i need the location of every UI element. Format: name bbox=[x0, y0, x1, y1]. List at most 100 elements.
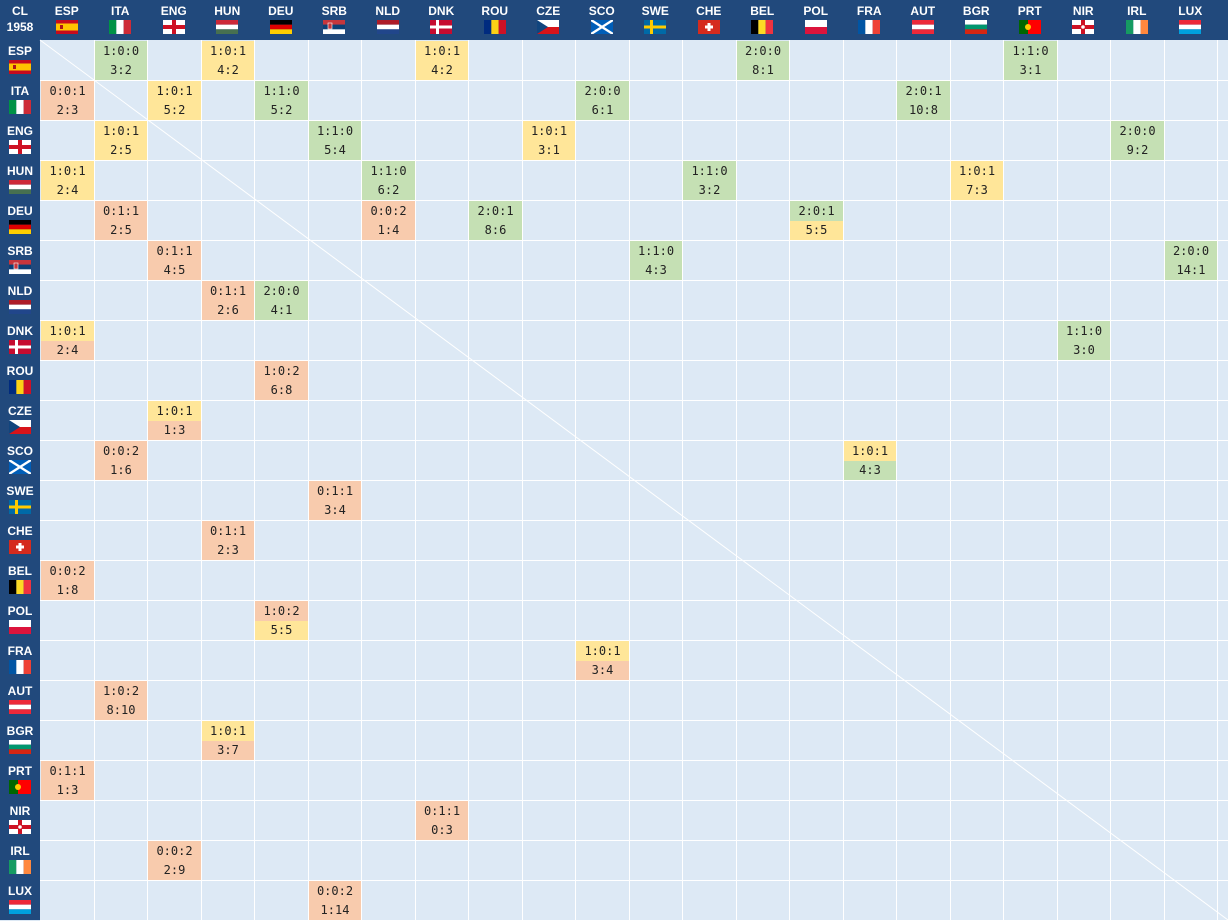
gridline-horizontal bbox=[40, 80, 1228, 81]
goal-aggregate: 2:4 bbox=[41, 341, 94, 360]
column-team-code: NIR bbox=[1072, 4, 1094, 18]
result-cell-srb-vs-lux: 2:0:0 14:1 bbox=[1165, 241, 1217, 280]
sweden-flag-icon bbox=[9, 500, 31, 514]
poland-flag-icon bbox=[804, 20, 827, 34]
head-to-head-record: 0:0:1 bbox=[41, 81, 94, 101]
head-to-head-record: 0:1:1 bbox=[95, 201, 147, 221]
gridline-vertical bbox=[843, 40, 844, 920]
row-header-dnk: DNK bbox=[0, 320, 40, 360]
gridline-horizontal bbox=[40, 360, 1228, 361]
goal-aggregate: 10:8 bbox=[897, 101, 950, 120]
ireland-flag-icon bbox=[9, 860, 31, 874]
column-header-fra: FRA bbox=[842, 0, 896, 40]
head-to-head-record: 0:0:2 bbox=[41, 561, 94, 581]
result-cell-deu-vs-rou: 2:0:1 8:6 bbox=[469, 201, 522, 240]
row-team-code: SRB bbox=[7, 244, 33, 258]
gridline-horizontal bbox=[40, 320, 1228, 321]
gridline-vertical bbox=[1164, 40, 1165, 920]
row-header-deu: DEU bbox=[0, 200, 40, 240]
row-team-code: CHE bbox=[7, 524, 33, 538]
row-team-code: ITA bbox=[10, 84, 30, 98]
row-team-code: CZE bbox=[8, 404, 32, 418]
result-cell-aut-vs-ita: 1:0:2 8:10 bbox=[95, 681, 147, 720]
column-team-code: ROU bbox=[481, 4, 509, 18]
england-flag-icon bbox=[9, 140, 31, 154]
goal-aggregate: 5:5 bbox=[790, 221, 843, 240]
result-cell-nld-vs-deu: 2:0:0 4:1 bbox=[255, 281, 308, 320]
gridline-horizontal bbox=[40, 800, 1228, 801]
gridline-horizontal bbox=[40, 760, 1228, 761]
row-header-che: CHE bbox=[0, 520, 40, 560]
row-team-code: LUX bbox=[8, 884, 32, 898]
result-cell-esp-vs-prt: 1:1:0 3:1 bbox=[1004, 41, 1057, 80]
gridline-horizontal bbox=[40, 560, 1228, 561]
column-team-code: SCO bbox=[588, 4, 615, 18]
head-to-head-record: 2:0:0 bbox=[576, 81, 629, 101]
column-header-irl: IRL bbox=[1110, 0, 1164, 40]
column-header-sco: SCO bbox=[575, 0, 629, 40]
gridline-horizontal bbox=[40, 160, 1228, 161]
result-cell-ita-vs-aut: 2:0:1 10:8 bbox=[897, 81, 950, 120]
head-to-head-record: 0:0:2 bbox=[95, 441, 147, 461]
result-cell-nir-vs-dnk: 0:1:1 0:3 bbox=[416, 801, 468, 840]
goal-aggregate: 3:2 bbox=[683, 181, 736, 200]
head-to-head-record: 1:1:0 bbox=[630, 241, 682, 261]
austria-flag-icon bbox=[911, 20, 934, 34]
column-team-code: CHE bbox=[696, 4, 722, 18]
column-team-code: POL bbox=[803, 4, 829, 18]
head-to-head-record: 0:1:1 bbox=[202, 281, 254, 301]
scotland-flag-icon bbox=[590, 18, 614, 36]
goal-aggregate: 4:2 bbox=[202, 61, 254, 80]
row-team-code: NLD bbox=[7, 284, 33, 298]
gridline-horizontal bbox=[40, 840, 1228, 841]
romania-flag-icon bbox=[9, 380, 31, 394]
row-team-code: ENG bbox=[6, 124, 33, 138]
france-flag-icon bbox=[858, 20, 881, 34]
denmark-flag-icon bbox=[430, 20, 453, 34]
head-to-head-record: 1:0:1 bbox=[41, 161, 94, 181]
row-team-code: SWE bbox=[6, 484, 34, 498]
goal-aggregate: 8:1 bbox=[737, 61, 789, 80]
result-cell-esp-vs-dnk: 1:0:1 4:2 bbox=[416, 41, 468, 80]
gridline-vertical bbox=[896, 40, 897, 920]
row-team-code: BGR bbox=[6, 724, 34, 738]
head-to-head-record: 1:0:2 bbox=[255, 601, 308, 621]
row-team-code: NIR bbox=[9, 804, 31, 818]
result-cell-nld-vs-hun: 0:1:1 2:6 bbox=[202, 281, 254, 320]
head-to-head-record: 1:0:1 bbox=[148, 81, 201, 101]
netherlands-flag-icon bbox=[376, 20, 399, 34]
column-header-eng: ENG bbox=[147, 0, 201, 40]
result-cell-hun-vs-nld: 1:1:0 6:2 bbox=[362, 161, 415, 200]
spain-flag-icon bbox=[9, 60, 31, 74]
column-header-nld: NLD bbox=[361, 0, 415, 40]
column-header-hun: HUN bbox=[200, 0, 254, 40]
head-to-head-record: 1:0:1 bbox=[148, 401, 201, 421]
row-header-rou: ROU bbox=[0, 360, 40, 400]
row-team-code: IRL bbox=[10, 844, 30, 858]
row-header-bgr: BGR bbox=[0, 720, 40, 760]
column-header-prt: PRT bbox=[1003, 0, 1057, 40]
switzerland-flag-icon bbox=[697, 20, 720, 34]
goal-aggregate: 9:2 bbox=[1111, 141, 1164, 160]
result-cell-bgr-vs-hun: 1:0:1 3:7 bbox=[202, 721, 254, 760]
column-header-bgr: BGR bbox=[949, 0, 1003, 40]
result-cell-srb-vs-swe: 1:1:0 4:3 bbox=[630, 241, 682, 280]
result-cell-hun-vs-che: 1:1:0 3:2 bbox=[683, 161, 736, 200]
gridline-vertical bbox=[789, 40, 790, 920]
row-header-lux: LUX bbox=[0, 880, 40, 920]
gridline-horizontal bbox=[40, 200, 1228, 201]
head-to-head-record: 0:0:2 bbox=[148, 841, 201, 861]
northern-ireland-flag-icon bbox=[1072, 20, 1095, 34]
head-to-head-record: 1:0:1 bbox=[202, 41, 254, 61]
column-team-code: AUT bbox=[910, 4, 936, 18]
gridline-vertical bbox=[1057, 40, 1058, 920]
serbia-flag-icon bbox=[9, 260, 31, 274]
goal-aggregate: 5:2 bbox=[148, 101, 201, 120]
switzerland-flag-icon bbox=[9, 540, 31, 554]
goal-aggregate: 1:3 bbox=[41, 781, 94, 800]
head-to-head-record: 1:0:1 bbox=[416, 41, 468, 61]
goal-aggregate: 2:5 bbox=[95, 221, 147, 240]
row-team-code: FRA bbox=[7, 644, 33, 658]
column-team-code: FRA bbox=[856, 4, 882, 18]
